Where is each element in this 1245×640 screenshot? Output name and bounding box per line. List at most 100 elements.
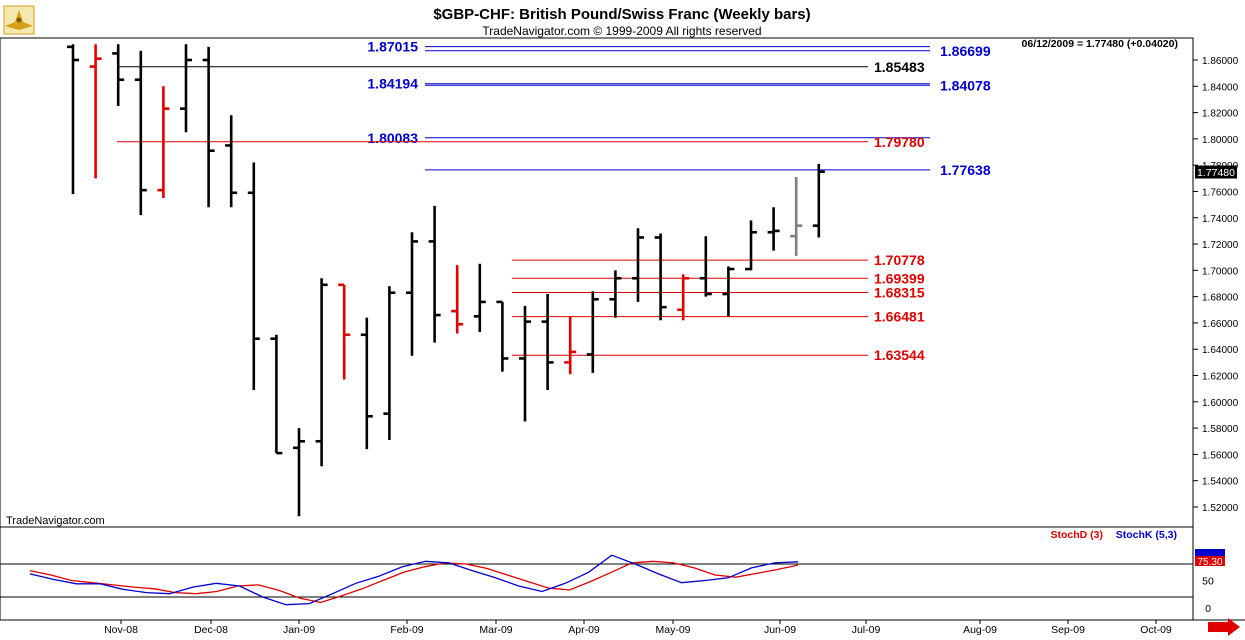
x-tick-label: Feb-09	[390, 624, 423, 636]
level-lines: 1.87015 1.86699 1.85483 1.84194 1.84078 1.800…	[117, 39, 991, 363]
ohlc-bar	[496, 300, 509, 372]
ohlc-bar	[767, 207, 780, 251]
ohlc-bar	[180, 44, 192, 133]
ohlc-bar	[451, 265, 464, 334]
stoch-current-value: 75.30	[1197, 557, 1222, 568]
y-tick-label: 1.70000	[1202, 266, 1239, 277]
y-tick-label: 1.52000	[1202, 503, 1239, 514]
ohlc-bar	[406, 232, 418, 356]
level-label: 1.85483	[874, 59, 925, 75]
last-price-tag: 1.77480	[1195, 165, 1237, 179]
ohlc-bar	[225, 115, 238, 208]
ohlc-bar	[699, 236, 712, 297]
level-label: 1.69399	[874, 270, 925, 286]
ohlc-bar	[67, 44, 79, 195]
x-tick-label: Jun-09	[764, 624, 796, 636]
date-x-axis: Nov-08 Dec-08 Jan-09 Feb-09 Mar-09 Apr-09 May-…	[104, 620, 1172, 636]
x-tick-label: Nov-08	[104, 624, 138, 636]
level-label: 1.77638	[940, 162, 991, 178]
ohlc-bar	[654, 233, 667, 321]
stoch-d-legend: StochD (3)	[1051, 529, 1104, 541]
chart-subtitle: TradeNavigator.com © 1999-2009 All right…	[482, 24, 761, 38]
ohlc-bar	[383, 286, 396, 440]
ohlc-bar	[541, 294, 554, 390]
x-tick-label: May-09	[655, 624, 690, 636]
y-tick-label: 1.82000	[1202, 109, 1239, 120]
ohlc-bar	[157, 86, 170, 199]
level-label: 1.68315	[874, 285, 925, 301]
chart-title: $GBP-CHF: British Pound/Swiss Franc (Wee…	[433, 6, 810, 23]
y-tick-label: 1.58000	[1202, 424, 1239, 435]
x-tick-label: Apr-09	[568, 624, 600, 636]
x-tick-label: Oct-09	[1140, 624, 1172, 636]
y-tick-label: 1.72000	[1202, 240, 1239, 251]
stoch-current-tag: 75.30	[1195, 549, 1225, 568]
last-price-tag-label: 1.77480	[1197, 167, 1235, 179]
y-tick-label: 1.86000	[1202, 56, 1239, 67]
ohlc-bar	[112, 44, 125, 107]
ohlc-bar	[812, 163, 825, 238]
level-label: 1.84078	[940, 77, 991, 93]
x-tick-label: Jan-09	[283, 624, 315, 636]
level-label: 1.66481	[874, 309, 925, 325]
y-tick-label: 1.80000	[1202, 135, 1239, 146]
y-tick-label: 1.56000	[1202, 450, 1239, 461]
scroll-right-arrow-icon[interactable]	[1208, 618, 1240, 636]
x-tick-label: Dec-08	[194, 624, 228, 636]
y-tick-label: 1.54000	[1202, 477, 1239, 488]
ohlc-bar	[360, 317, 373, 450]
x-tick-label: Sep-09	[1051, 624, 1085, 636]
ohlc-bar	[790, 177, 803, 256]
y-tick-label: 1.64000	[1202, 345, 1239, 356]
ohlc-bar	[745, 220, 757, 271]
stoch-k-legend: StochK (5,3)	[1116, 529, 1177, 541]
ohlc-bar	[586, 291, 599, 373]
level-label: 1.84194	[367, 76, 418, 92]
level-label: 1.86699	[940, 43, 991, 59]
ohlc-bar	[722, 266, 735, 317]
stoch-k-line	[29, 554, 799, 606]
stochastic-lines	[0, 554, 1193, 606]
y-tick-label: 1.60000	[1202, 398, 1239, 409]
last-readout: 06/12/2009 = 1.77480 (+0.04020)	[1022, 38, 1178, 50]
y-tick-label: 1.76000	[1202, 187, 1239, 198]
level-label: 1.80083	[367, 130, 418, 146]
x-tick-label: Jul-09	[852, 624, 881, 636]
ohlc-bar	[428, 205, 441, 343]
trade-navigator-logo-icon	[3, 5, 35, 35]
level-label: 1.87015	[367, 39, 418, 55]
y-tick-label: 1.66000	[1202, 319, 1239, 330]
stoch-d-line	[29, 560, 799, 604]
level-label: 1.79780	[874, 134, 925, 150]
y-tick-label: 1.68000	[1202, 293, 1239, 304]
ohlc-bar	[473, 263, 486, 333]
ohlc-bar	[677, 274, 690, 321]
x-tick-label: Mar-09	[479, 624, 512, 636]
y-tick-label: 1.84000	[1202, 82, 1239, 93]
ohlc-bar	[609, 270, 622, 318]
ohlc-bar	[247, 162, 260, 390]
ohlc-bar	[338, 283, 351, 380]
stoch-y-tick-label: 50	[1202, 576, 1214, 588]
ohlc-bar	[89, 44, 102, 179]
ohlc-bar	[315, 278, 328, 467]
y-tick-label: 1.74000	[1202, 214, 1239, 225]
level-label: 1.63544	[874, 347, 925, 363]
ohlc-bar	[202, 46, 215, 208]
ohlc-bar	[632, 228, 644, 302]
ohlc-bar	[519, 305, 531, 422]
price-y-axis: 1.52000 1.54000 1.56000 1.58000 1.60000 1.620…	[1193, 56, 1239, 514]
level-label: 1.70778	[874, 252, 925, 268]
price-panel	[0, 37, 1194, 528]
price-bars	[67, 44, 825, 517]
stoch-panel	[0, 526, 1194, 621]
x-tick-label: Aug-09	[963, 624, 997, 636]
ohlc-bar	[134, 50, 147, 216]
ohlc-bar	[564, 316, 577, 375]
watermark: TradeNavigator.com	[6, 515, 105, 527]
ohlc-bar	[270, 334, 283, 455]
y-tick-label: 1.62000	[1202, 372, 1239, 383]
stoch-y-tick-label: 0	[1205, 603, 1211, 615]
ohlc-bar	[293, 428, 305, 517]
